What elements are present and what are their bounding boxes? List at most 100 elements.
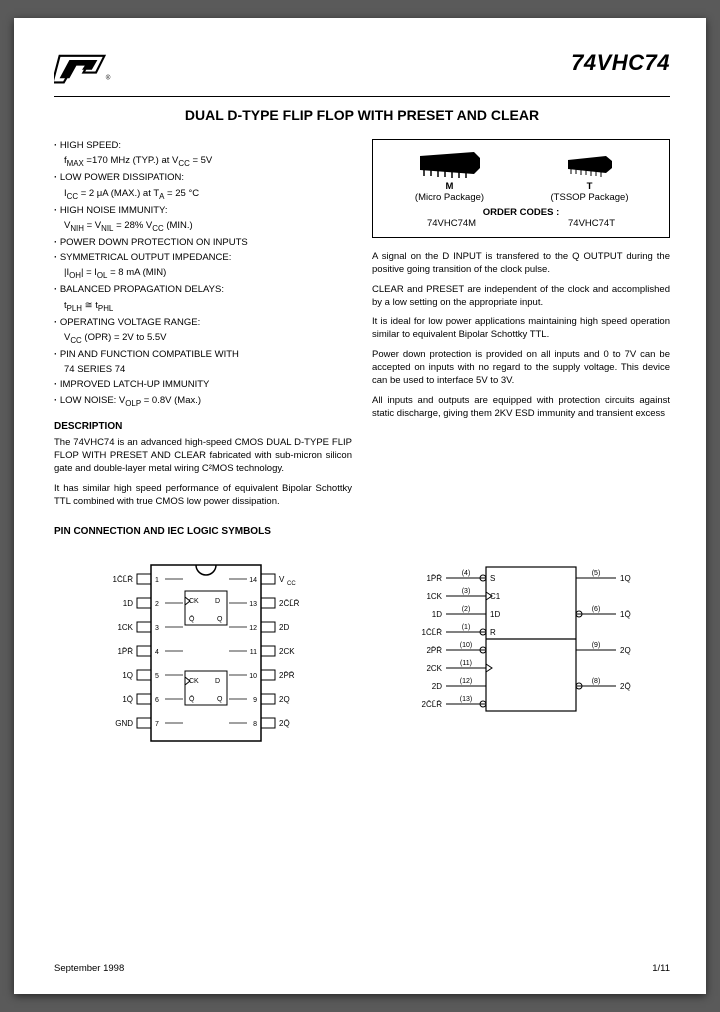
svg-text:2CK: 2CK <box>279 647 295 656</box>
svg-text:(10): (10) <box>460 642 472 649</box>
divider <box>54 96 670 97</box>
st-logo: ® <box>54 44 124 90</box>
description-paragraph: The 74VHC74 is an advanced high-speed CM… <box>54 436 352 476</box>
svg-text:(9): (9) <box>592 642 601 649</box>
right-column: M(Micro Package) T(TSSOP Pa <box>372 139 670 514</box>
feature-item: SYMMETRICAL OUTPUT IMPEDANCE: <box>54 251 352 264</box>
description-heading: DESCRIPTION <box>54 421 352 432</box>
body-paragraph: CLEAR and PRESET are independent of the … <box>372 283 670 310</box>
feature-sub: ICC = 2 μA (MAX.) at TA = 25 °C <box>54 187 352 202</box>
feature-sub: fMAX =170 MHz (TYP.) at VCC = 5V <box>54 154 352 169</box>
svg-text:5: 5 <box>155 673 159 680</box>
body-paragraph: A signal on the D INPUT is transfered to… <box>372 250 670 277</box>
svg-text:Q̄: Q̄ <box>189 615 195 623</box>
svg-text:1CK: 1CK <box>426 592 442 601</box>
feature-sub: VNIH = VNIL = 28% VCC (MIN.) <box>54 219 352 234</box>
svg-text:1CK: 1CK <box>117 623 133 632</box>
tssop-chip-icon <box>562 154 618 178</box>
svg-text:1D: 1D <box>490 610 500 619</box>
svg-text:1D: 1D <box>123 599 133 608</box>
svg-text:CK: CK <box>189 598 199 605</box>
footer-page: 1/11 <box>652 963 670 974</box>
svg-text:6: 6 <box>155 697 159 704</box>
svg-text:2C̄L̄R̄: 2C̄L̄R̄ <box>279 599 300 608</box>
svg-text:GND: GND <box>115 719 133 728</box>
header: ® 74VHC74 <box>54 44 670 90</box>
feature-item: HIGH SPEED: <box>54 139 352 152</box>
svg-text:2D: 2D <box>279 623 289 632</box>
svg-text:(12): (12) <box>460 678 472 685</box>
svg-text:1P̄R̄: 1P̄R̄ <box>117 647 133 656</box>
svg-text:CC: CC <box>287 581 296 587</box>
svg-text:2: 2 <box>155 601 159 608</box>
svg-text:1Q̄: 1Q̄ <box>620 610 631 619</box>
svg-text:1P̄R̄: 1P̄R̄ <box>426 574 442 583</box>
svg-text:2Q: 2Q <box>279 695 290 704</box>
order-code-t: 74VHC74T <box>568 218 615 229</box>
svg-text:®: ® <box>106 74 111 82</box>
body-paragraph: It is ideal for low power applications m… <box>372 315 670 342</box>
pkg-m-desc: (Micro Package) <box>415 192 484 203</box>
svg-text:14: 14 <box>249 577 257 584</box>
feature-item: BALANCED PROPAGATION DELAYS: <box>54 283 352 296</box>
svg-text:(5): (5) <box>592 570 601 577</box>
svg-text:1: 1 <box>155 577 159 584</box>
svg-text:S: S <box>490 574 495 583</box>
pin-heading: PIN CONNECTION AND IEC LOGIC SYMBOLS <box>54 526 670 537</box>
svg-text:D: D <box>215 598 220 605</box>
svg-text:11: 11 <box>250 649 257 656</box>
pin-connection-diagram: CKDQ̄QCKDQ̄Q11C̄L̄R̄14VCC21D132C̄L̄R̄31C… <box>54 551 358 758</box>
svg-text:CK: CK <box>189 678 199 685</box>
order-code-m: 74VHC74M <box>427 218 476 229</box>
svg-text:4: 4 <box>155 649 159 656</box>
svg-text:1C̄L̄R̄: 1C̄L̄R̄ <box>113 575 134 584</box>
svg-text:2C̄L̄R̄: 2C̄L̄R̄ <box>422 700 443 709</box>
svg-text:2D: 2D <box>432 682 442 691</box>
page-title: DUAL D-TYPE FLIP FLOP WITH PRESET AND CL… <box>54 107 670 123</box>
svg-text:(11): (11) <box>460 660 472 667</box>
pkg-t-desc: (TSSOP Package) <box>551 192 629 203</box>
footer-date: September 1998 <box>54 963 124 974</box>
svg-text:(6): (6) <box>592 606 601 613</box>
svg-text:Q: Q <box>217 616 223 623</box>
svg-text:(13): (13) <box>460 696 472 703</box>
body-paragraph: Power down protection is provided on all… <box>372 348 670 388</box>
description-paragraph: It has similar high speed performance of… <box>54 482 352 509</box>
body-paragraph: All inputs and outputs are equipped with… <box>372 394 670 421</box>
feature-sub: |IOH| = IOL = 8 mA (MIN) <box>54 266 352 281</box>
right-description: A signal on the D INPUT is transfered to… <box>372 250 670 420</box>
svg-text:(2): (2) <box>462 606 471 613</box>
feature-item: LOW NOISE: VOLP = 0.8V (Max.) <box>54 394 352 409</box>
diagram-row: CKDQ̄QCKDQ̄Q11C̄L̄R̄14VCC21D132C̄L̄R̄31C… <box>54 551 670 758</box>
svg-text:2Q: 2Q <box>620 646 631 655</box>
svg-text:13: 13 <box>249 601 257 608</box>
feature-item: LOW POWER DISSIPATION: <box>54 171 352 184</box>
feature-sub: tPLH ≅ tPHL <box>54 299 352 314</box>
svg-text:Q̄: Q̄ <box>189 695 195 703</box>
svg-text:9: 9 <box>253 697 257 704</box>
feature-item: OPERATING VOLTAGE RANGE: <box>54 316 352 329</box>
feature-sub: VCC (OPR) = 2V to 5.5V <box>54 331 352 346</box>
svg-text:D: D <box>215 678 220 685</box>
svg-text:V: V <box>279 575 285 584</box>
svg-text:R: R <box>490 628 496 637</box>
svg-text:1Q: 1Q <box>620 574 631 583</box>
description-text: The 74VHC74 is an advanced high-speed CM… <box>54 436 352 508</box>
iec-logic-diagram: 1P̄R̄(4)S1CK(3)C11D(2)1D1C̄L̄R̄(1)R2P̄R̄… <box>374 551 678 758</box>
svg-text:2Q̄: 2Q̄ <box>620 682 631 691</box>
svg-text:1Q̄: 1Q̄ <box>122 695 133 704</box>
svg-text:2P̄R̄: 2P̄R̄ <box>426 646 442 655</box>
svg-text:(1): (1) <box>462 624 471 631</box>
svg-text:2CK: 2CK <box>426 664 442 673</box>
svg-text:10: 10 <box>249 673 257 680</box>
svg-text:2P̄R̄: 2P̄R̄ <box>279 671 295 680</box>
svg-text:8: 8 <box>253 721 257 728</box>
left-column: HIGH SPEED: fMAX =170 MHz (TYP.) at VCC =… <box>54 139 352 514</box>
svg-text:12: 12 <box>249 625 257 632</box>
two-column-layout: HIGH SPEED: fMAX =170 MHz (TYP.) at VCC =… <box>54 139 670 514</box>
svg-text:1D: 1D <box>432 610 442 619</box>
package-box: M(Micro Package) T(TSSOP Pa <box>372 139 670 238</box>
feature-sub: 74 SERIES 74 <box>54 363 352 376</box>
order-codes-heading: ORDER CODES : <box>381 207 661 218</box>
feature-item: PIN AND FUNCTION COMPATIBLE WITH <box>54 348 352 361</box>
